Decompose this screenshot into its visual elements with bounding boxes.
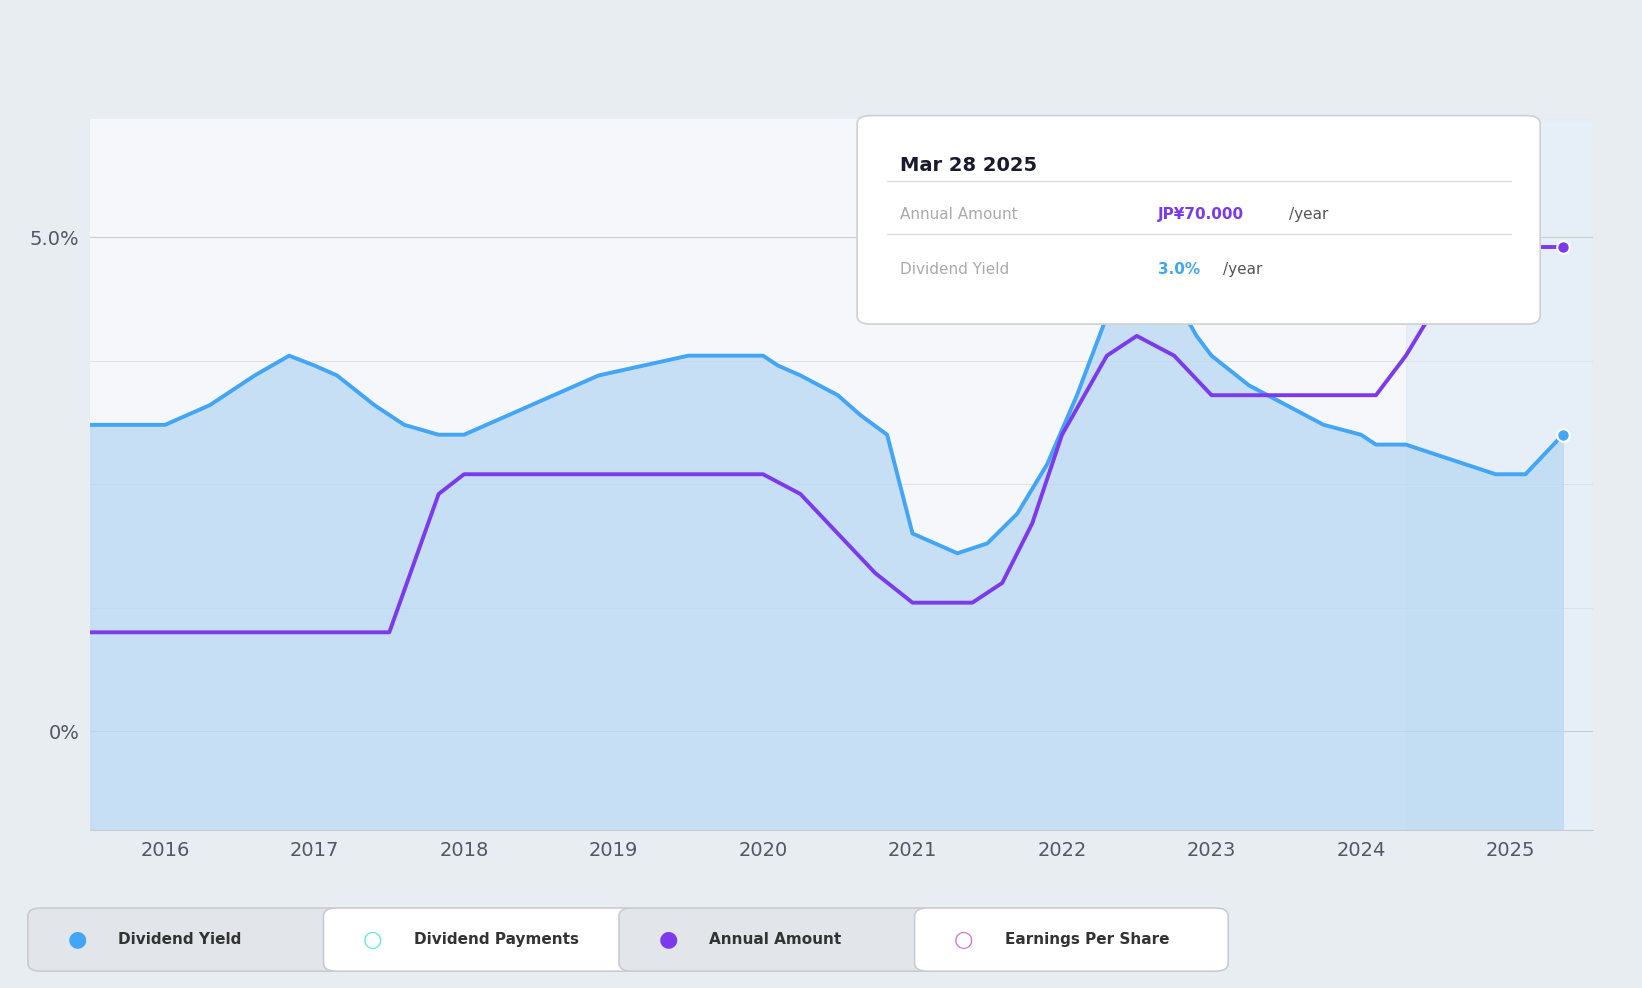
Bar (1406, 119, 1593, 830)
Text: Dividend Yield: Dividend Yield (900, 262, 1010, 277)
Text: /year: /year (1289, 207, 1328, 222)
Text: 3.0%: 3.0% (1158, 262, 1200, 277)
Text: /year: /year (1223, 262, 1263, 277)
Text: ○: ○ (954, 930, 974, 949)
Text: Annual Amount: Annual Amount (709, 932, 842, 947)
Text: Annual Amount: Annual Amount (900, 207, 1018, 222)
Text: JP¥70.000: JP¥70.000 (1158, 207, 1243, 222)
Text: ●: ● (67, 930, 87, 949)
Text: Past: Past (1417, 198, 1453, 215)
Text: Dividend Yield: Dividend Yield (118, 932, 241, 947)
Text: ●: ● (658, 930, 678, 949)
Text: Earnings Per Share: Earnings Per Share (1005, 932, 1169, 947)
Text: ○: ○ (363, 930, 383, 949)
Text: Mar 28 2025: Mar 28 2025 (900, 156, 1038, 175)
Text: Dividend Payments: Dividend Payments (414, 932, 578, 947)
